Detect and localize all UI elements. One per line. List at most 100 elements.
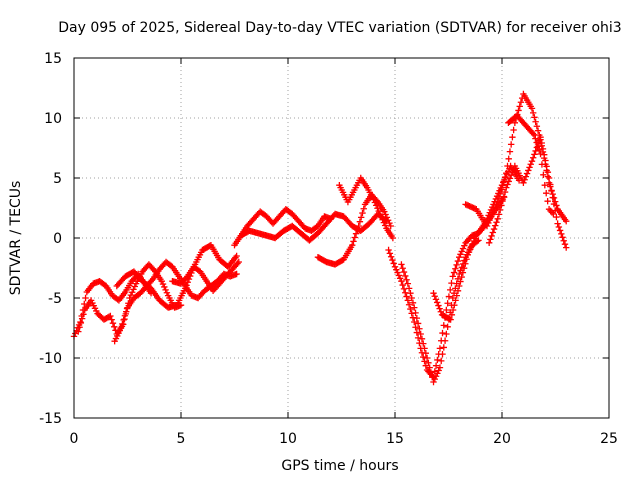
data-point xyxy=(436,345,444,352)
data-point xyxy=(456,254,463,261)
data-point xyxy=(148,277,156,284)
data-point xyxy=(561,240,569,248)
data-point xyxy=(77,319,85,327)
x-axis-label: GPS time / hours xyxy=(281,458,398,474)
data-point xyxy=(458,273,465,281)
data-point xyxy=(396,275,404,282)
data-point xyxy=(459,245,467,252)
data-point xyxy=(391,263,399,270)
data-point xyxy=(544,198,551,205)
x-tick-label: 5 xyxy=(177,431,186,447)
data-point xyxy=(475,237,482,244)
data-point xyxy=(540,171,547,178)
data-point xyxy=(430,378,437,386)
data-point xyxy=(423,354,431,362)
data-point xyxy=(119,320,126,328)
data-point xyxy=(403,293,410,300)
data-point xyxy=(447,286,454,294)
data-point xyxy=(376,210,384,218)
data-point xyxy=(531,114,538,121)
data-point xyxy=(432,373,440,380)
data-point xyxy=(411,318,418,326)
data-point xyxy=(400,268,408,276)
data-point xyxy=(413,329,421,336)
data-point xyxy=(356,218,364,225)
data-point xyxy=(129,289,136,296)
data-point xyxy=(447,316,454,323)
data-point xyxy=(521,176,528,183)
x-tick-label: 15 xyxy=(386,431,404,447)
data-point xyxy=(537,150,544,158)
data-point xyxy=(492,222,499,229)
data-point xyxy=(384,217,392,224)
data-point xyxy=(355,222,362,230)
data-point xyxy=(507,172,515,179)
data-point xyxy=(543,163,550,170)
data-point xyxy=(123,308,130,315)
data-point xyxy=(434,356,441,364)
data-point xyxy=(456,282,463,290)
data-point xyxy=(159,280,167,288)
data-point xyxy=(534,127,542,134)
data-point xyxy=(533,123,541,130)
data-point xyxy=(550,200,558,208)
data-point xyxy=(494,215,501,222)
data-point xyxy=(498,202,505,209)
data-point xyxy=(563,244,570,251)
data-point xyxy=(506,175,514,182)
data-point xyxy=(389,234,397,242)
data-point xyxy=(487,213,495,221)
data-point xyxy=(556,227,564,234)
data-series xyxy=(70,90,570,386)
series-s9 xyxy=(336,174,397,242)
data-point xyxy=(563,218,570,225)
data-point xyxy=(78,315,86,322)
series-s11 xyxy=(398,237,482,386)
data-point xyxy=(501,188,509,196)
data-point xyxy=(374,205,381,212)
data-point xyxy=(522,173,530,180)
data-point xyxy=(370,196,377,203)
data-point xyxy=(383,214,391,221)
data-point xyxy=(386,219,393,227)
data-point xyxy=(150,266,158,274)
data-point xyxy=(528,105,536,112)
data-point xyxy=(490,207,497,215)
data-point xyxy=(431,375,439,383)
data-point xyxy=(418,335,426,342)
data-point xyxy=(127,291,135,299)
data-point xyxy=(432,296,440,303)
data-point xyxy=(503,184,510,191)
data-point xyxy=(161,283,168,291)
data-point xyxy=(349,242,356,249)
data-point xyxy=(496,190,504,197)
data-point xyxy=(526,164,533,171)
data-point xyxy=(408,294,415,302)
data-point xyxy=(427,369,435,376)
data-point xyxy=(554,220,561,227)
data-point xyxy=(538,161,546,168)
data-point xyxy=(445,293,453,300)
data-point xyxy=(82,294,89,302)
series-s15 xyxy=(505,112,557,218)
data-point xyxy=(499,197,506,205)
data-point xyxy=(420,353,427,361)
data-point xyxy=(458,248,465,255)
data-point xyxy=(402,272,409,280)
data-point xyxy=(444,300,451,307)
data-point xyxy=(553,213,560,221)
data-point xyxy=(451,302,458,309)
y-tick-label: -10 xyxy=(39,351,62,367)
data-point xyxy=(454,257,462,265)
data-point xyxy=(528,158,536,165)
data-point xyxy=(500,193,508,200)
data-point xyxy=(532,135,539,142)
data-point xyxy=(520,179,527,186)
y-tick-label: 15 xyxy=(44,51,62,67)
data-point xyxy=(457,251,464,258)
data-point xyxy=(452,297,459,304)
data-point xyxy=(536,146,543,154)
data-point xyxy=(387,222,394,230)
data-point xyxy=(457,278,464,285)
